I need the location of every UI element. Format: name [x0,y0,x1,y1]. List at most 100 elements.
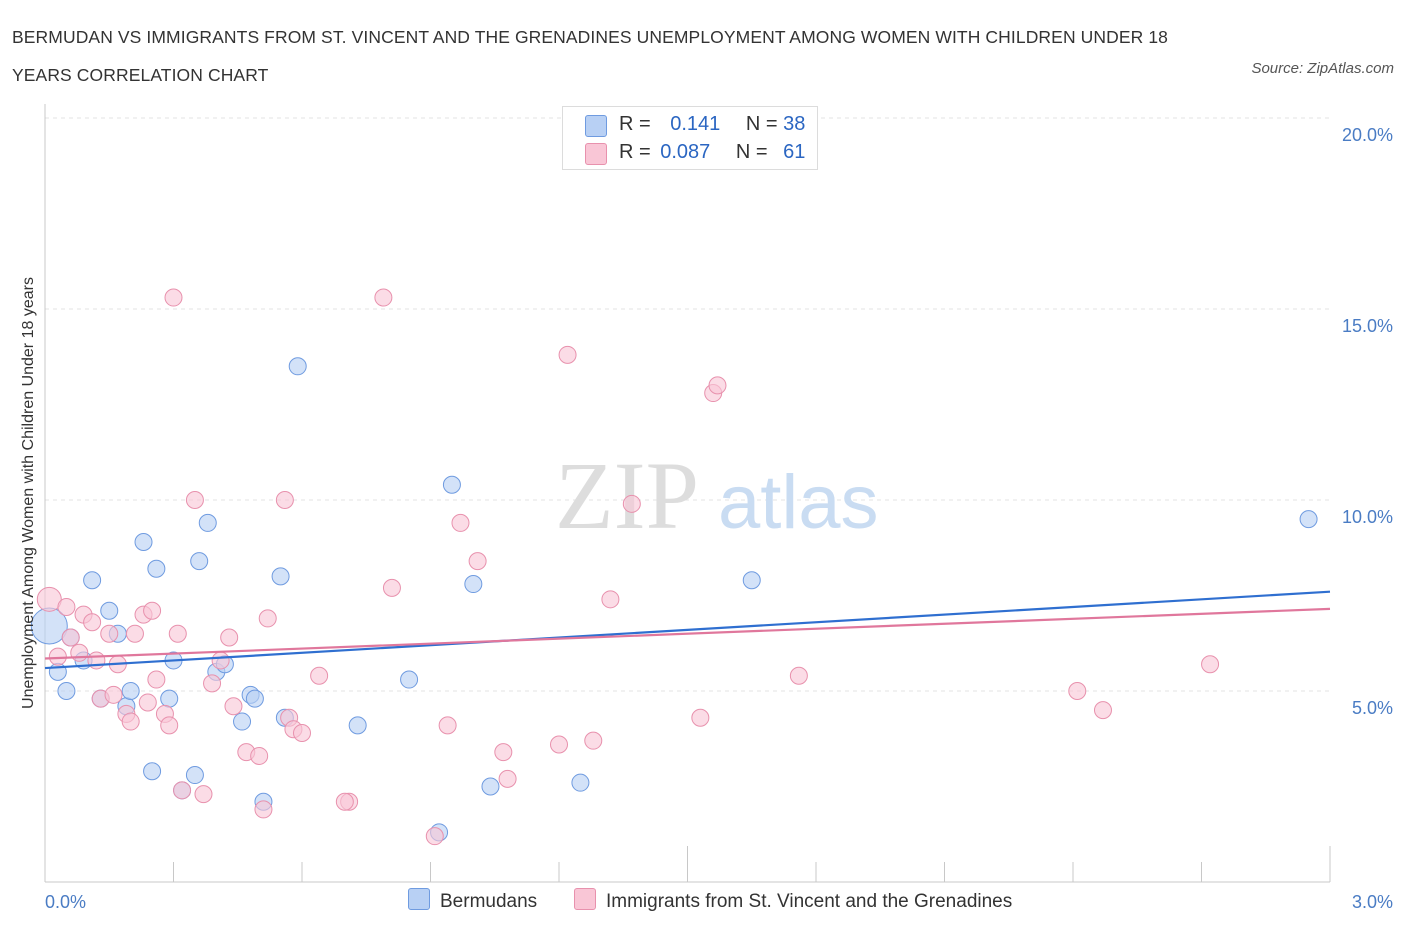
point-immigrants-58 [1093,701,1112,720]
source-label: Source: ZipAtlas.com [1251,60,1394,77]
point-immigrants-53 [691,708,710,727]
trend-line-bermudans [44,590,1331,670]
point-immigrants-52 [622,494,641,513]
point-immigrants-24 [185,491,204,509]
point-immigrants-50 [584,731,603,750]
point-immigrants-55 [708,376,727,395]
x-tick-label-0: 0.0% [45,892,86,912]
correlation-legend: R = 0.141 N = 38 R = 0.087 N = 61 [562,106,818,170]
point-immigrants-48 [550,735,568,754]
chart-title: BERMUDAN VS IMMIGRANTS FROM ST. VINCENT … [12,27,1168,85]
point-bermudans-12 [143,762,162,781]
gridlines [45,117,1330,692]
point-bermudans-35 [571,773,590,792]
watermark-zip: ZIP [555,442,699,549]
point-immigrants-10 [104,685,123,704]
y-tick-label-2: 15.0% [1342,316,1393,336]
point-immigrants-18 [147,670,166,689]
series-label-bermudans: Bermudans [440,891,538,912]
point-bermudans-19 [198,513,217,532]
watermark: ZIP atlas [555,442,879,549]
point-immigrants-51 [601,590,620,609]
point-bermudans-10 [121,682,140,700]
point-immigrants-21 [164,288,183,307]
point-bermudans-29 [348,716,367,735]
legend-swatch-immigrants [585,143,607,165]
y-axis-label: Unemployment Among Women with Children U… [20,277,37,709]
trend-lines [44,590,1331,670]
y-tick-label-3: 20.0% [1342,125,1393,145]
series-legend-bermudans: Bermudans [408,888,537,913]
point-bermudans-7 [100,601,119,620]
point-immigrants-9 [100,624,119,643]
point-bermudans-24 [245,689,264,708]
point-immigrants-1 [48,647,67,666]
point-bermudans-11 [134,533,153,552]
point-immigrants-47 [498,769,517,788]
point-bermudans-2 [57,682,76,700]
point-immigrants-38 [310,666,329,685]
point-bermudans-37 [1299,510,1318,529]
point-immigrants-56 [789,666,808,685]
legend-swatch-bermudans [585,115,607,137]
point-immigrants-25 [194,785,213,804]
series-label-immigrants: Immigrants from St. Vincent and the Gren… [606,891,1013,912]
point-bermudans-34 [481,777,500,796]
point-immigrants-13 [121,712,140,731]
point-immigrants-2 [57,597,76,616]
point-immigrants-42 [425,827,444,846]
point-immigrants-22 [168,624,187,643]
point-immigrants-3 [61,628,80,647]
point-immigrants-31 [250,746,269,765]
point-immigrants-59 [1201,655,1220,674]
point-bermudans-33 [464,575,483,594]
axes [44,104,1331,883]
point-bermudans-30 [400,670,419,689]
data-points [30,288,1318,846]
point-bermudans-14 [160,689,179,708]
point-immigrants-28 [220,628,239,647]
point-bermudans-18 [190,552,209,571]
point-immigrants-43 [438,716,457,735]
series-swatch-immigrants [574,888,596,910]
point-immigrants-41 [382,578,401,597]
point-immigrants-49 [558,345,577,364]
legend-r-value-bermudans: 0.141 [670,113,721,135]
y-tick-label-1: 10.0% [1342,507,1393,527]
point-immigrants-60 [335,792,354,811]
legend-r-label: R = [619,141,651,163]
point-immigrants-40 [374,288,393,307]
point-immigrants-17 [143,601,162,620]
series-legend-immigrants: Immigrants from St. Vincent and the Gren… [574,888,1012,913]
point-immigrants-32 [254,800,273,819]
point-immigrants-16 [138,693,157,712]
y-tick-labels: 5.0% 10.0% 15.0% 20.0% [1342,125,1393,718]
point-immigrants-33 [258,609,277,628]
point-bermudans-5 [83,571,102,590]
point-immigrants-45 [468,552,487,571]
point-immigrants-29 [224,697,243,716]
point-immigrants-44 [451,513,470,532]
point-bermudans-28 [288,357,307,376]
point-immigrants-0 [36,586,62,612]
point-bermudans-32 [442,475,461,494]
legend-n-value-immigrants: 61 [783,141,806,163]
point-immigrants-37 [293,724,311,743]
point-immigrants-26 [203,674,222,693]
point-immigrants-6 [83,613,102,632]
point-immigrants-23 [173,781,192,800]
point-immigrants-4 [70,643,89,662]
legend-r-value-immigrants: 0.087 [660,141,711,163]
point-immigrants-57 [1068,682,1087,700]
point-bermudans-26 [271,567,290,586]
point-immigrants-20 [160,716,179,735]
point-bermudans-13 [147,559,166,578]
legend-r-label: R = [619,113,651,135]
point-bermudans-36 [742,571,761,590]
point-bermudans-17 [185,766,204,785]
x-tick-label-1: 3.0% [1352,892,1393,912]
point-immigrants-14 [125,624,144,643]
legend-n-value-bermudans: 38 [783,113,806,135]
point-bermudans-22 [233,712,252,731]
